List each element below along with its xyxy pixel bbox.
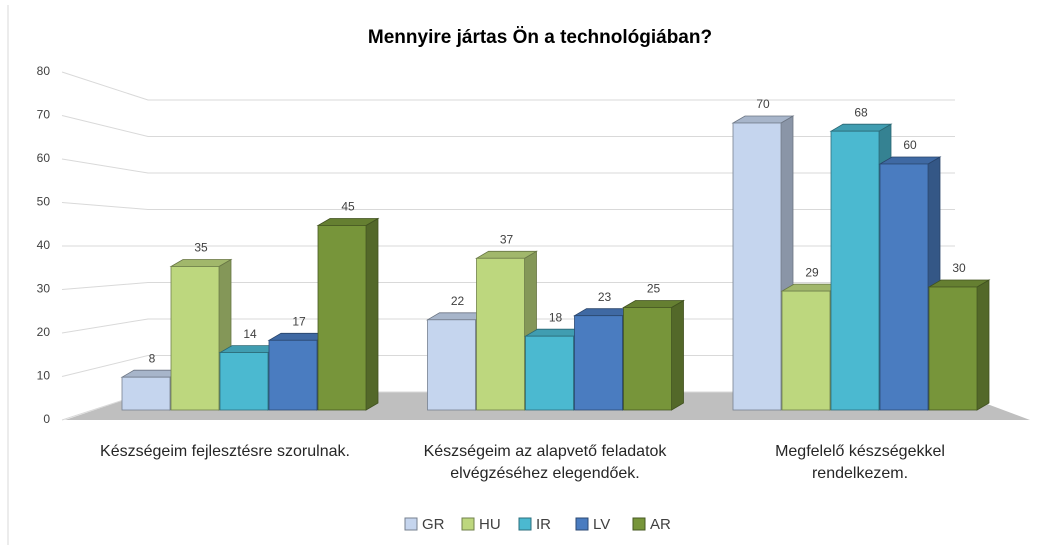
bar <box>732 122 782 411</box>
data-label: 29 <box>805 265 819 279</box>
y-tick-label: 70 <box>37 108 51 122</box>
data-label: 8 <box>149 351 156 365</box>
bar <box>317 225 367 411</box>
legend-swatch <box>461 517 475 531</box>
y-tick-label: 60 <box>37 151 51 165</box>
bar <box>525 335 574 411</box>
bar <box>121 376 171 411</box>
bar <box>427 319 476 411</box>
x-tick-label: Készségeim fejlesztésre szorulnak. <box>100 443 350 460</box>
y-tick-label: 10 <box>37 369 51 383</box>
grid-line <box>61 202 955 210</box>
data-label: 18 <box>549 310 563 324</box>
bar <box>268 339 318 411</box>
bar <box>623 307 672 411</box>
legend-swatch <box>518 517 532 531</box>
data-label: 14 <box>243 327 257 341</box>
x-tick-label: Készségeim az alapvető feladatok elvégzé… <box>423 443 667 482</box>
legend-label: GR <box>422 516 445 533</box>
data-label: 45 <box>341 200 355 214</box>
data-label: 23 <box>598 290 612 304</box>
data-label: 68 <box>854 105 868 119</box>
bar <box>781 290 831 411</box>
y-tick-label: 20 <box>37 325 51 339</box>
legend-swatch <box>632 517 646 531</box>
legend-label: IR <box>536 516 551 533</box>
bar <box>830 130 880 411</box>
y-tick-label: 80 <box>37 64 51 78</box>
data-label: 70 <box>756 97 770 111</box>
data-label: 60 <box>903 138 917 152</box>
bar <box>170 266 220 411</box>
y-tick-label: 30 <box>37 282 51 296</box>
grid-line <box>61 158 955 174</box>
data-label: 35 <box>194 241 208 255</box>
grid-line <box>61 282 955 290</box>
data-label: 25 <box>647 282 661 296</box>
bar-side <box>976 279 990 411</box>
x-tick-label: Megfelelő készségekkel rendelkezem. <box>775 443 945 482</box>
grid-line <box>61 71 955 101</box>
bar-side <box>365 217 379 411</box>
chart-title: Mennyire jártas Ön a technológiában? <box>368 27 712 48</box>
grid-line <box>61 318 955 334</box>
bar <box>879 163 929 411</box>
legend-label: AR <box>650 516 671 533</box>
grid-line <box>61 115 955 137</box>
data-label: 17 <box>292 314 306 328</box>
y-tick-label: 40 <box>37 238 51 252</box>
legend-label: LV <box>593 516 610 533</box>
legend-swatch <box>575 517 589 531</box>
data-label: 22 <box>451 294 465 308</box>
data-label: 30 <box>952 261 966 275</box>
y-tick-label: 50 <box>37 195 51 209</box>
bar-side <box>671 299 684 411</box>
bar <box>928 286 978 411</box>
bar <box>219 352 269 411</box>
legend-label: HU <box>479 516 501 533</box>
data-label: 37 <box>500 232 514 246</box>
y-tick-label: 0 <box>43 412 50 426</box>
bar <box>476 257 525 411</box>
grid-line <box>61 355 955 377</box>
legend-swatch <box>404 517 418 531</box>
bar <box>574 315 623 411</box>
